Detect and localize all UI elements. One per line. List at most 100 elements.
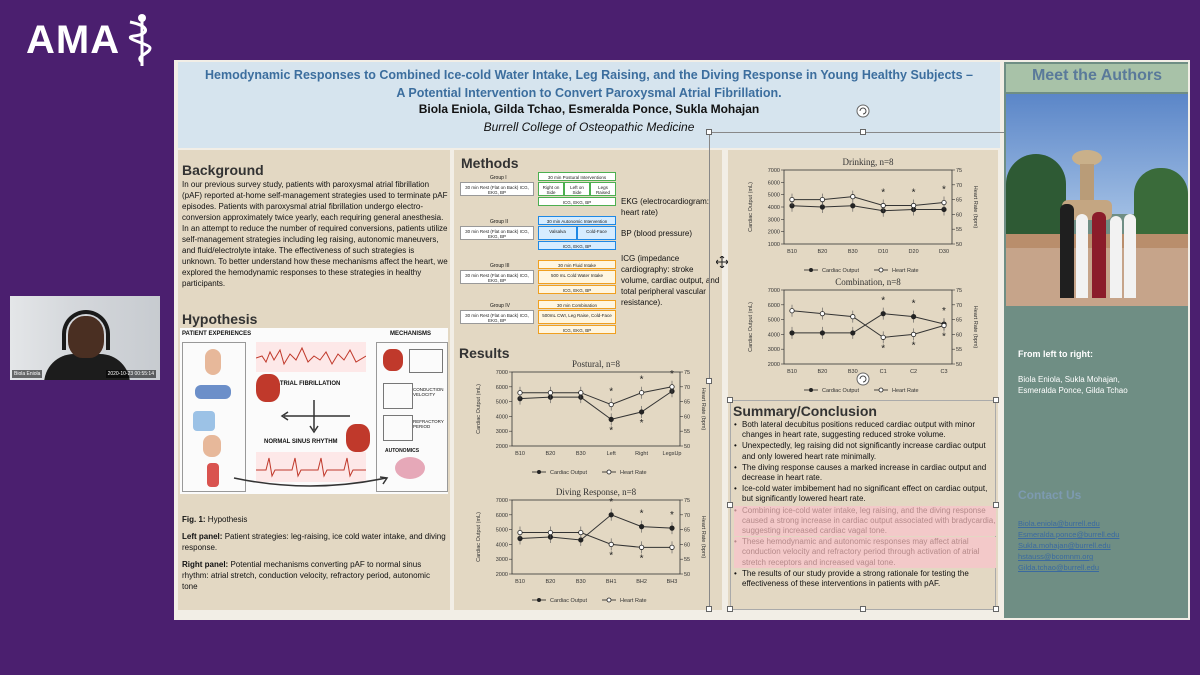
series-line-heart-rate — [792, 196, 945, 207]
resize-handle[interactable] — [860, 129, 866, 135]
series-line-cardiac-output — [519, 390, 673, 420]
resize-handle[interactable] — [706, 378, 712, 384]
title-line-2: A Potential Intervention to Convert Paro… — [396, 86, 782, 100]
person-drinking-icon — [205, 349, 221, 375]
x-tick-label: C2 — [910, 369, 917, 375]
methods-footer-box: ICG, EKG, BP — [538, 285, 616, 294]
methods-rest-box: 30 min Rest (Flat on Back) ICG, EKG, BP — [460, 182, 534, 196]
author-names-line-1: Biola Eniola, Sukla Mohajan, — [1018, 375, 1120, 384]
rotate-handle-icon[interactable] — [856, 104, 870, 118]
methods-sub-box: Cold-Face — [577, 226, 616, 240]
resize-handle[interactable] — [727, 502, 733, 508]
significance-marker: * — [670, 369, 674, 380]
rotate-handle-icon[interactable] — [856, 372, 870, 386]
data-point — [578, 390, 584, 396]
y-tick-label: 4000 — [768, 205, 780, 211]
resize-handle[interactable] — [993, 606, 999, 612]
email-link[interactable]: Biola.eniola@burrell.edu — [1018, 519, 1100, 528]
y-tick-label: 4000 — [496, 542, 508, 548]
chart-combination: Combination, n=8 2000 3000 4000 5000 6000 7000… — [748, 277, 978, 394]
y-tick-label: 6000 — [768, 180, 780, 186]
y-tick-label: 4000 — [496, 414, 508, 420]
y2-axis-label: Heart Rate (bpm) — [700, 388, 706, 431]
data-point — [547, 390, 554, 396]
legend-swatch-marker — [878, 387, 884, 393]
move-cursor-icon — [716, 256, 728, 268]
y-axis-label: Cardiac Output (mL) — [748, 182, 754, 232]
hypothesis-figure: PATIENT EXPERIENCES MECHANISMS ATRIAL FI… — [180, 328, 448, 494]
y2-tick-label: 70 — [956, 183, 962, 189]
methods-sub-box: Right on Side — [538, 182, 564, 196]
methods-group-name: Group II — [490, 219, 509, 225]
resize-handle[interactable] — [727, 606, 733, 612]
plot-frame — [783, 169, 953, 245]
legend-swatch-marker — [606, 469, 612, 475]
y2-tick-label: 75 — [684, 498, 690, 504]
legend-swatch-marker — [878, 267, 884, 273]
right-panel-label: Right panel: — [182, 560, 229, 569]
data-point — [639, 409, 645, 415]
y2-tick-label: 65 — [684, 528, 690, 534]
legend-label: Cardiac Output — [550, 470, 587, 476]
y2-tick-label: 75 — [684, 370, 690, 376]
figure-caption: Fig. 1: Hypothesis Left panel: Patient s… — [182, 514, 446, 592]
significance-marker: * — [640, 418, 644, 429]
contact-heading: Contact Us — [1018, 488, 1082, 502]
left-panel-text: Patient strategies: leg-raising, ice col… — [182, 532, 446, 552]
from-left-label: From left to right: — [1018, 349, 1093, 359]
chart-title: Diving Response, n=8 — [556, 487, 637, 497]
x-tick-label: B20 — [818, 369, 828, 375]
resize-handle[interactable] — [993, 502, 999, 508]
email-link[interactable]: Esmeralda.ponce@burrell.edu — [1018, 530, 1120, 539]
series-line-cardiac-output — [791, 205, 944, 212]
legend-label: Heart Rate — [620, 598, 647, 604]
significance-marker: * — [670, 510, 674, 521]
data-point — [608, 401, 614, 408]
hypothesis-heading: Hypothesis — [182, 311, 258, 327]
author-names: Biola Eniola, Sukla Mohajan, Esmeralda P… — [1018, 374, 1178, 396]
methods-group-name: Group IV — [490, 303, 511, 309]
email-link[interactable]: Sukla.mohajan@burrell.edu — [1018, 541, 1111, 550]
y-tick-label: 1000 — [768, 242, 780, 248]
x-tick-label: B10 — [515, 579, 525, 585]
significance-marker: * — [609, 425, 613, 436]
y2-tick-label: 65 — [956, 318, 962, 324]
y-tick-label: 4000 — [768, 332, 780, 338]
summary-item: Ice-cold water imbibement had no signifi… — [734, 484, 996, 504]
significance-marker: * — [640, 553, 644, 564]
data-point — [850, 314, 856, 320]
x-tick-label: Left — [607, 451, 617, 457]
legend-label: Heart Rate — [892, 268, 919, 274]
data-point — [669, 544, 675, 550]
resize-handle[interactable] — [706, 129, 712, 135]
x-tick-label: B10 — [787, 369, 797, 375]
resize-handle[interactable] — [860, 606, 866, 612]
meet-authors-heading: Meet the Authors — [1031, 67, 1163, 84]
chart-title: Drinking, n=8 — [842, 157, 894, 167]
methods-sub-box: 500mL CWI, Leg Raise, Cold-Face — [538, 310, 616, 324]
author-names-line-2: Esmeralda Ponce, Gilda Tchao — [1018, 386, 1128, 395]
resize-handle[interactable] — [706, 606, 712, 612]
legend-label: Heart Rate — [892, 388, 919, 394]
email-link[interactable]: Gilda.tchao@burrell.edu — [1018, 563, 1099, 572]
resize-handle[interactable] — [727, 397, 733, 403]
person-face-icon — [203, 435, 221, 457]
nsr-ecg-trace — [256, 452, 366, 482]
resize-handle[interactable] — [993, 397, 999, 403]
patient-experiences-label: PATIENT EXPERIENCES — [182, 331, 252, 337]
x-tick-label: D10 — [878, 249, 888, 255]
methods-group-name: Group I — [490, 175, 507, 181]
y-tick-label: 7000 — [496, 498, 508, 504]
methods-sub-box: Legs Raised — [590, 182, 616, 196]
email-link[interactable]: hstauss@bcomnm.org — [1018, 552, 1094, 561]
data-point — [639, 524, 645, 530]
summary-item-highlighted: Combining ice-cold water intake, leg rai… — [734, 505, 996, 537]
y2-tick-label: 50 — [956, 362, 962, 368]
series-line-cardiac-output — [519, 514, 673, 541]
data-point — [819, 330, 826, 336]
conduction-velocity-label: CONDUCTION VELOCITY — [413, 387, 444, 397]
y-tick-label: 3000 — [768, 217, 780, 223]
mechanisms-label: MECHANISMS — [390, 331, 432, 337]
x-tick-label: B20 — [546, 451, 556, 457]
legend-label: Cardiac Output — [550, 598, 587, 604]
